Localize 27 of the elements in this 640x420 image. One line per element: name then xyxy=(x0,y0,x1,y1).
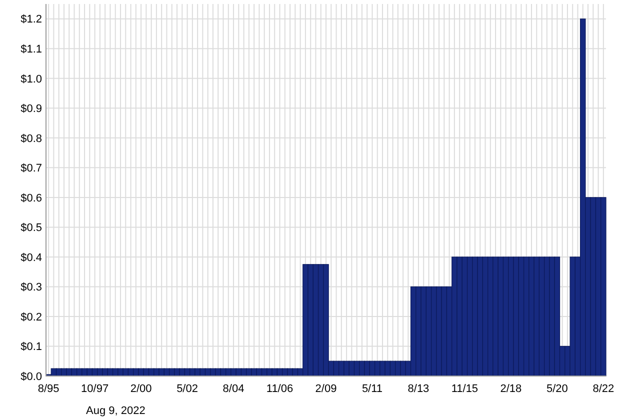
y-tick-label: $1.1 xyxy=(20,43,42,56)
text: Aug 9, 2022 xyxy=(86,405,146,417)
x-tick-label: 5/11 xyxy=(362,383,383,395)
y-tick-label: $1.2 xyxy=(20,14,42,26)
y-tick-label: $0.6 xyxy=(20,192,42,204)
x-tick-label: 11/15 xyxy=(451,383,478,395)
x-tick-label: 5/02 xyxy=(176,383,198,395)
y-tick-label: $1.0 xyxy=(20,73,42,86)
x-tick-label: 8/22 xyxy=(592,383,614,395)
y-tick-label: $0.3 xyxy=(20,282,42,294)
y-tick-label: $0.7 xyxy=(20,162,42,175)
x-tick-label: 2/00 xyxy=(130,383,152,395)
y-tick-label: $0.1 xyxy=(20,341,42,354)
x-tick-label: 2/09 xyxy=(315,383,337,395)
x-tick-label: 10/97 xyxy=(81,383,109,395)
x-tick-label: 8/95 xyxy=(38,383,60,395)
y-tick-label: $0.8 xyxy=(20,132,42,145)
x-tick-label: 11/06 xyxy=(266,383,294,395)
x-tick-label: 8/04 xyxy=(222,383,244,395)
y-tick-label: $0.0 xyxy=(20,370,42,383)
y-tick-label: $0.2 xyxy=(20,311,42,324)
y-tick-label: $0.9 xyxy=(20,103,42,116)
x-tick-label: 5/20 xyxy=(546,383,568,395)
x-tick-label: 2/18 xyxy=(500,383,522,395)
y-tick-label: $0.4 xyxy=(20,252,42,264)
x-tick-label: 8/13 xyxy=(408,383,430,395)
y-tick-label: $0.5 xyxy=(20,222,42,234)
